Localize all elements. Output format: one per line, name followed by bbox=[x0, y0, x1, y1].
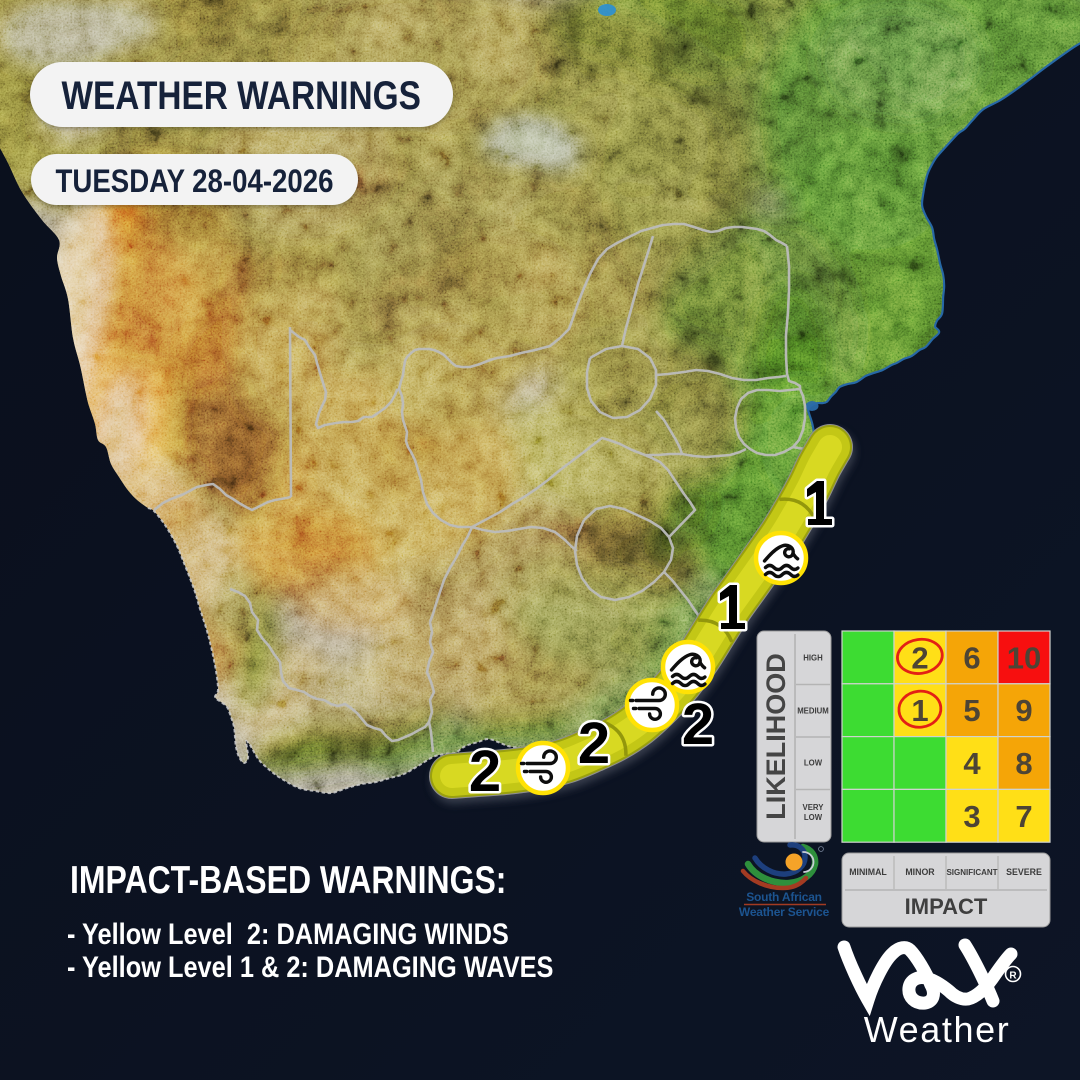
svg-text:2: 2 bbox=[469, 739, 501, 804]
svg-text:Weather Service: Weather Service bbox=[739, 905, 830, 919]
svg-text:LIKELIHOOD: LIKELIHOOD bbox=[761, 653, 791, 820]
svg-text:7: 7 bbox=[1015, 799, 1032, 834]
svg-text:8: 8 bbox=[1015, 746, 1032, 781]
svg-text:R: R bbox=[1009, 971, 1017, 982]
svg-text:SEVERE: SEVERE bbox=[1006, 867, 1042, 877]
svg-text:2: 2 bbox=[682, 692, 714, 757]
svg-text:2: 2 bbox=[911, 640, 928, 675]
svg-text:MINIMAL: MINIMAL bbox=[849, 867, 887, 877]
svg-text:MEDIUM: MEDIUM bbox=[797, 707, 829, 716]
svg-text:2: 2 bbox=[578, 711, 610, 776]
svg-text:4: 4 bbox=[963, 746, 981, 781]
svg-text:6: 6 bbox=[963, 640, 980, 675]
svg-text:Weather: Weather bbox=[864, 1009, 1011, 1050]
svg-text:South African: South African bbox=[746, 890, 822, 904]
svg-text:IMPACT: IMPACT bbox=[905, 894, 988, 919]
svg-text:VERY: VERY bbox=[803, 803, 825, 812]
svg-text:10: 10 bbox=[1007, 640, 1041, 675]
svg-text:HIGH: HIGH bbox=[803, 654, 823, 663]
svg-text:LOW: LOW bbox=[804, 759, 823, 768]
svg-text:LOW: LOW bbox=[804, 813, 823, 822]
svg-text:5: 5 bbox=[963, 693, 980, 728]
svg-text:3: 3 bbox=[963, 799, 980, 834]
svg-text:MINOR: MINOR bbox=[905, 867, 935, 877]
svg-text:9: 9 bbox=[1015, 693, 1032, 728]
svg-text:1: 1 bbox=[911, 693, 928, 728]
svg-text:SIGNIFICANT: SIGNIFICANT bbox=[946, 868, 997, 877]
